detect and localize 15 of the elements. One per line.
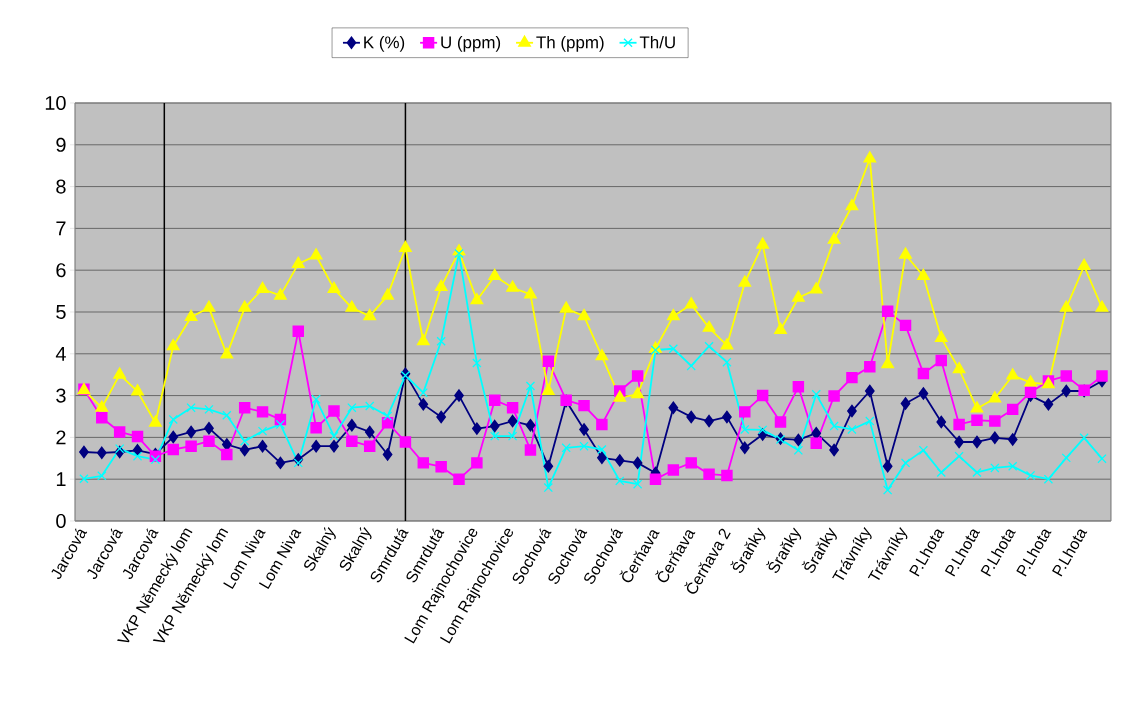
y-tick-label: 0 (56, 513, 66, 529)
legend-label: Th/U (639, 35, 675, 49)
y-tick-label: 7 (56, 221, 66, 236)
y-tick-label: 10 (45, 95, 66, 111)
legend-label: K (%) (364, 35, 405, 52)
y-tick-label: 8 (56, 179, 66, 194)
y-tick-label: 5 (56, 305, 66, 319)
y-tick-label: 6 (56, 263, 66, 278)
y-tick-label: 9 (56, 137, 66, 152)
y-tick-label: 2 (56, 430, 66, 445)
y-tick-label: 4 (55, 346, 66, 361)
y-tick-label: 3 (56, 388, 66, 403)
legend-label: U (ppm) (441, 35, 501, 52)
y-tick-label: 1 (56, 472, 66, 487)
legend-label: Th (ppm) (536, 35, 604, 52)
